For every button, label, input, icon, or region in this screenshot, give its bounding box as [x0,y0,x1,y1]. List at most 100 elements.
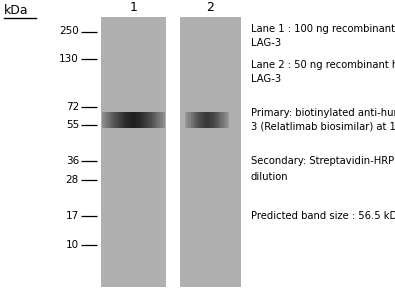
Bar [129,112,131,128]
Bar [201,112,203,128]
Bar [103,112,105,128]
Bar [215,112,216,128]
Bar [214,112,215,128]
Bar [207,112,209,128]
Bar [196,112,198,128]
Bar [127,112,129,128]
Bar [192,112,193,128]
Bar [160,112,162,128]
Bar [110,112,112,128]
Bar [205,112,206,128]
Bar [136,112,138,128]
Bar [194,112,196,128]
Bar [155,112,157,128]
Bar [121,112,123,128]
Bar [201,112,202,128]
Bar [139,112,141,128]
Bar [197,112,199,128]
Bar [211,112,212,128]
Bar [186,112,188,128]
Bar [111,112,113,128]
Bar [213,112,214,128]
Text: Predicted band size : 56.5 kDa: Predicted band size : 56.5 kDa [251,211,395,221]
Bar [124,112,126,128]
Bar [162,112,164,128]
Text: 2: 2 [207,1,214,14]
Bar [150,112,152,128]
Bar [132,112,134,128]
Bar [146,112,148,128]
Bar [190,112,191,128]
Bar [218,112,220,128]
Text: LAG-3: LAG-3 [251,74,281,85]
Bar [185,112,186,128]
Bar [211,112,213,128]
Bar [102,112,104,128]
Bar [216,112,217,128]
Bar [219,112,221,128]
Bar [143,112,145,128]
Text: 130: 130 [59,53,79,64]
Bar [204,112,205,128]
Bar [115,112,117,128]
Text: Secondary: Streptavidin-HRP  at 1:1000: Secondary: Streptavidin-HRP at 1:1000 [251,155,395,166]
Text: LAG-3: LAG-3 [251,38,281,49]
Bar [191,112,192,128]
Bar [144,112,146,128]
Text: 55: 55 [66,119,79,130]
Bar [180,16,241,286]
Bar [187,112,189,128]
Bar [122,112,124,128]
Bar [105,112,107,128]
Bar [152,112,154,128]
Bar [195,112,196,128]
Bar [208,112,210,128]
Text: 3 (Relatlimab biosimilar) at 15 μg/ml: 3 (Relatlimab biosimilar) at 15 μg/ml [251,122,395,133]
Text: 17: 17 [66,211,79,221]
Bar [224,112,225,128]
Bar [198,112,200,128]
Bar [135,112,137,128]
Bar [188,112,190,128]
Bar [119,112,121,128]
Text: kDa: kDa [4,4,28,17]
Bar [222,112,224,128]
Bar [217,112,218,128]
Bar [118,112,120,128]
Bar [141,112,143,128]
Bar [199,112,201,128]
Bar [138,112,140,128]
Bar [221,112,223,128]
Text: Primary: biotinylated anti-human LAG-: Primary: biotinylated anti-human LAG- [251,107,395,118]
Bar [149,112,151,128]
Bar [158,112,160,128]
Bar [203,112,204,128]
Bar [113,112,115,128]
Text: Lane 2 : 50 ng recombinant human: Lane 2 : 50 ng recombinant human [251,59,395,70]
Text: 36: 36 [66,155,79,166]
Bar [227,112,228,128]
Bar [130,112,132,128]
Bar [154,112,156,128]
Text: Lane 1 : 100 ng recombinant human: Lane 1 : 100 ng recombinant human [251,23,395,34]
Bar [116,112,118,128]
Text: 1: 1 [130,1,137,14]
Text: 10: 10 [66,239,79,250]
Bar [107,112,109,128]
Bar [101,16,166,286]
Text: 250: 250 [59,26,79,37]
Bar [147,112,149,128]
Text: 72: 72 [66,101,79,112]
Bar [163,112,165,128]
Bar [225,112,226,128]
Text: dilution: dilution [251,172,288,182]
Bar [226,112,227,128]
Bar [209,112,211,128]
Bar [134,112,135,128]
Bar [220,112,222,128]
Bar [206,112,207,128]
Bar [108,112,110,128]
Bar [228,112,229,128]
Text: 28: 28 [66,175,79,185]
Bar [157,112,159,128]
